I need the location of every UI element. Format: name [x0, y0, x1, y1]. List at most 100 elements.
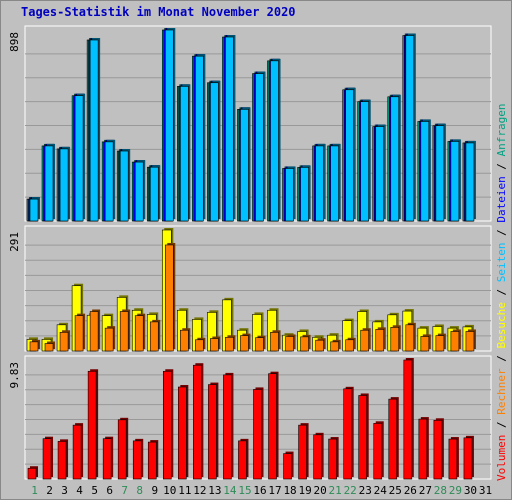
bar-seiten	[285, 168, 294, 222]
bar-seiten	[59, 148, 69, 222]
bar-seiten	[420, 121, 430, 222]
bar-seiten	[450, 141, 460, 222]
bar-rechner	[360, 329, 370, 352]
bar-volumen	[283, 453, 292, 480]
bar-seiten	[29, 198, 39, 222]
bar-seiten	[330, 145, 339, 222]
bar-seiten	[195, 55, 204, 222]
x-tick-label: 20	[314, 484, 327, 497]
bar-rechner	[270, 331, 279, 352]
bar-seiten	[360, 101, 370, 222]
bar-seiten	[375, 126, 385, 222]
bar-seiten	[210, 82, 219, 222]
bar-volumen	[358, 395, 368, 480]
bar-seiten	[240, 109, 249, 222]
y-scale-max-visits: 291	[8, 232, 21, 252]
x-tick-label: 2	[46, 484, 53, 497]
x-tick-label: 4	[76, 484, 83, 497]
legend-separator: /	[495, 223, 508, 243]
y-scale-max-volume: 9.83	[8, 362, 21, 389]
bar-seiten	[255, 73, 264, 222]
x-tick-label: 17	[268, 484, 281, 497]
bar-rechner	[74, 315, 84, 352]
bar-seiten	[164, 29, 174, 222]
bar-rechner	[255, 337, 264, 352]
bar-seiten	[300, 167, 309, 222]
y-scale-max-hits: 898	[8, 32, 21, 52]
bar-rechner	[134, 315, 144, 352]
bar-rechner	[89, 311, 99, 352]
bar-volumen	[117, 419, 127, 480]
bar-volumen	[433, 419, 443, 480]
x-tick-label: 29	[449, 484, 462, 497]
x-tick-label: 14	[223, 484, 237, 497]
x-tick-label: 15	[238, 484, 251, 497]
x-tick-label: 6	[106, 484, 113, 497]
x-tick-label: 30	[464, 484, 477, 497]
x-tick-label: 5	[91, 484, 98, 497]
x-tick-label: 22	[344, 484, 357, 497]
bar-volumen	[87, 370, 97, 480]
bar-rechner	[164, 244, 174, 352]
bar-volumen	[313, 434, 322, 480]
legend-separator: /	[495, 282, 508, 302]
x-tick-label: 9	[151, 484, 158, 497]
bar-rechner	[285, 336, 294, 352]
bar-rechner	[195, 339, 204, 352]
legend-item-dateien: Dateien	[495, 176, 508, 222]
bar-rechner	[345, 339, 354, 352]
legend-item-anfragen: Anfragen	[495, 103, 508, 156]
bar-volumen	[373, 423, 383, 480]
bar-volumen	[132, 440, 142, 480]
bar-volumen	[343, 388, 352, 480]
bar-volumen	[253, 389, 262, 480]
bar-volumen	[463, 437, 473, 480]
bar-rechner	[59, 331, 69, 352]
bar-seiten	[315, 145, 324, 222]
bar-rechner	[44, 343, 54, 352]
bar-volumen	[57, 441, 67, 480]
bar-seiten	[149, 166, 159, 222]
bar-rechner	[465, 331, 475, 352]
bar-rechner	[420, 336, 430, 352]
x-tick-label: 10	[163, 484, 176, 497]
bar-seiten	[435, 125, 445, 222]
bar-rechner	[225, 336, 234, 352]
x-tick-label: 25	[389, 484, 402, 497]
bar-volumen	[102, 438, 112, 480]
bar-volumen	[403, 359, 413, 480]
bar-rechner	[390, 326, 400, 352]
bar-rechner	[405, 324, 415, 352]
x-tick-label: 24	[374, 484, 388, 497]
x-tick-label: 7	[121, 484, 128, 497]
bar-volumen	[27, 467, 37, 480]
bar-volumen	[42, 438, 52, 480]
bar-volumen	[72, 424, 82, 480]
legend: Volumen / Rechner / Besuche / Seiten / D…	[495, 103, 508, 481]
x-tick-label: 31	[479, 484, 492, 497]
bar-seiten	[44, 145, 54, 222]
bar-seiten	[104, 141, 114, 222]
bar-rechner	[300, 336, 309, 352]
x-tick-label: 12	[193, 484, 206, 497]
bar-volumen	[147, 441, 157, 480]
legend-separator: /	[495, 415, 508, 435]
bar-volumen	[178, 386, 187, 480]
bar-rechner	[29, 341, 39, 352]
bar-rechner	[330, 341, 339, 352]
legend-item-rechner: Rechner	[495, 368, 508, 415]
bar-volumen	[208, 384, 217, 480]
bar-seiten	[74, 95, 84, 222]
x-tick-label: 13	[208, 484, 221, 497]
bar-seiten	[225, 36, 234, 222]
bar-rechner	[435, 335, 445, 352]
bar-rechner	[450, 331, 460, 352]
bar-rechner	[375, 329, 385, 352]
x-tick-label: 27	[419, 484, 432, 497]
bar-rechner	[149, 321, 159, 352]
bar-volumen	[268, 373, 277, 480]
bar-seiten	[134, 161, 144, 222]
x-tick-label: 23	[359, 484, 372, 497]
legend-item-seiten: Seiten	[495, 243, 508, 283]
